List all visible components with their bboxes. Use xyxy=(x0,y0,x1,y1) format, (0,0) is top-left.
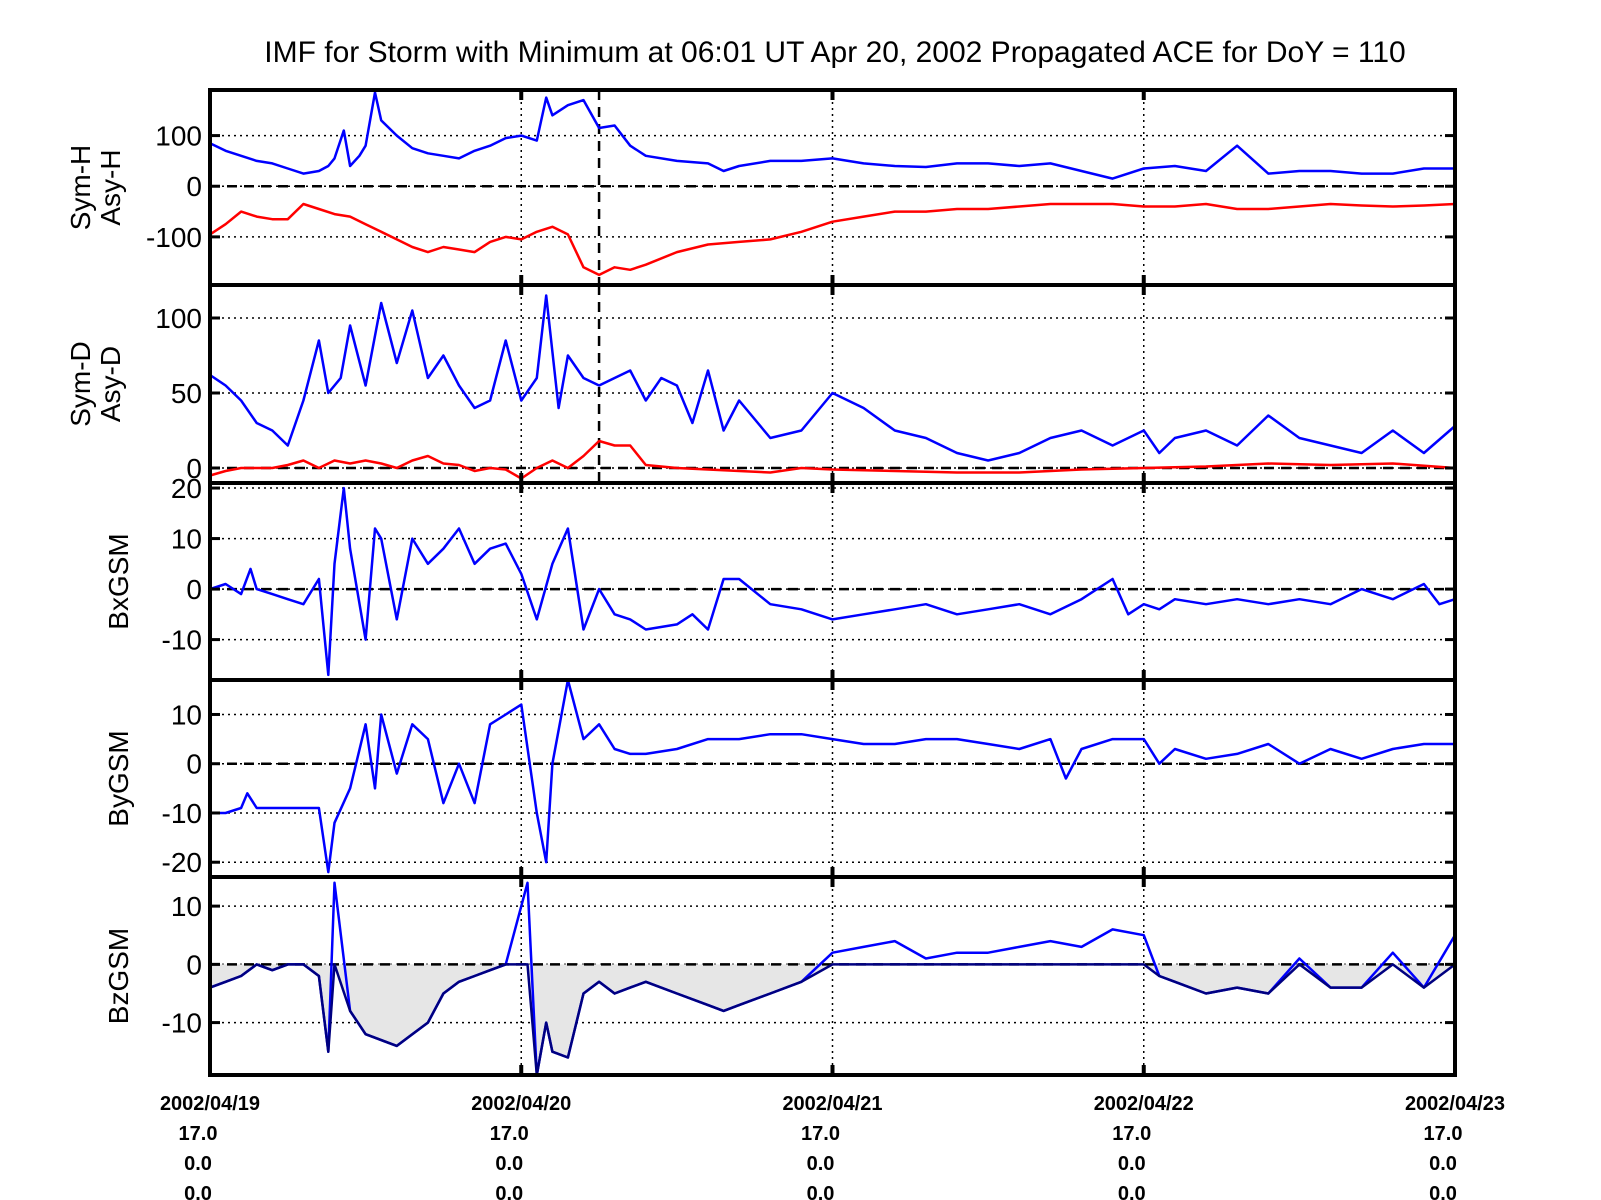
panel-3: 20 10 0 -10 BxGSM xyxy=(103,473,1457,682)
x-tick-label: 0.0 xyxy=(1429,1183,1457,1200)
x-tick-label: 0.0 xyxy=(1118,1183,1146,1200)
x-tick-label: 0.0 xyxy=(807,1153,835,1175)
y-tick-label: 0 xyxy=(186,171,202,202)
y-tick-label: 10 xyxy=(171,891,202,922)
x-tick-label: 0.0 xyxy=(807,1183,835,1200)
y-tick-label: 0 xyxy=(186,749,202,780)
x-tick-label: 17.0 xyxy=(1424,1123,1463,1145)
series-line-1 xyxy=(209,91,1455,180)
x-tick-label: 17.0 xyxy=(1112,1123,1151,1145)
x-tick-label: 0.0 xyxy=(184,1183,212,1200)
southward-bz-fill xyxy=(210,964,1455,1075)
y-tick-label: 0 xyxy=(186,949,202,980)
y-tick-label: 10 xyxy=(171,699,202,730)
series-line-1 xyxy=(210,678,1455,874)
x-tick-label: 0.0 xyxy=(495,1153,523,1175)
y-axis-label: Asy-H xyxy=(95,149,126,225)
y-tick-label: 0 xyxy=(186,574,202,605)
x-tick-label: 2002/04/20 xyxy=(471,1093,571,1115)
y-tick-label: -10 xyxy=(162,1008,202,1039)
panel-2: 100 50 0 Sym-D Asy-D xyxy=(65,283,1457,485)
x-tick-label: 17.0 xyxy=(179,1123,218,1145)
panel-5: 10 0 -10 BzGSM xyxy=(103,875,1457,1077)
y-axis-label: Sym-H xyxy=(65,145,96,231)
y-axis-label: Sym-D xyxy=(65,341,96,427)
southward-bz-line xyxy=(209,963,1456,1077)
y-tick-label: 100 xyxy=(155,121,202,152)
x-tick-label: 17.0 xyxy=(490,1123,529,1145)
x-tick-label: 2002/04/22 xyxy=(1094,1093,1194,1115)
panel-1: 100 0 -100 Sym-H Asy-H xyxy=(65,88,1457,287)
series-line-1 xyxy=(209,294,1456,462)
y-tick-label: -10 xyxy=(162,625,202,656)
series-line-2 xyxy=(209,202,1456,277)
x-tick-label: 0.0 xyxy=(1118,1153,1146,1175)
x-tick-label: 2002/04/21 xyxy=(782,1093,882,1115)
x-tick-label: 17.0 xyxy=(801,1123,840,1145)
y-tick-label: -20 xyxy=(162,847,202,878)
x-tick-label: 0.0 xyxy=(495,1183,523,1200)
panel-frame xyxy=(208,678,1457,879)
series-line-1 xyxy=(209,486,1456,677)
y-tick-label: 0 xyxy=(186,453,202,484)
x-tick-label: 2002/04/23 xyxy=(1405,1093,1505,1115)
y-tick-label: -100 xyxy=(146,222,202,253)
panel-frame xyxy=(208,481,1457,682)
x-tick-label: 2002/04/19 xyxy=(160,1093,260,1115)
y-tick-label: 100 xyxy=(155,303,202,334)
series-line-2 xyxy=(209,439,1456,480)
x-tick-label: 0.0 xyxy=(1429,1153,1457,1175)
y-tick-label: 10 xyxy=(171,524,202,555)
x-tick-label: 0.0 xyxy=(184,1153,212,1175)
y-tick-label: 20 xyxy=(171,473,202,504)
y-axis-label: ByGSM xyxy=(103,730,134,826)
y-axis-label: Asy-D xyxy=(95,346,126,422)
y-tick-label: 50 xyxy=(171,378,202,409)
y-axis-label: BzGSM xyxy=(103,928,134,1024)
y-axis-label: BxGSM xyxy=(103,533,134,629)
panel-4: 10 0 -10 -20 ByGSM xyxy=(103,678,1457,879)
y-tick-label: -10 xyxy=(162,798,202,829)
chart-title: IMF for Storm with Minimum at 06:01 UT A… xyxy=(264,36,1405,69)
